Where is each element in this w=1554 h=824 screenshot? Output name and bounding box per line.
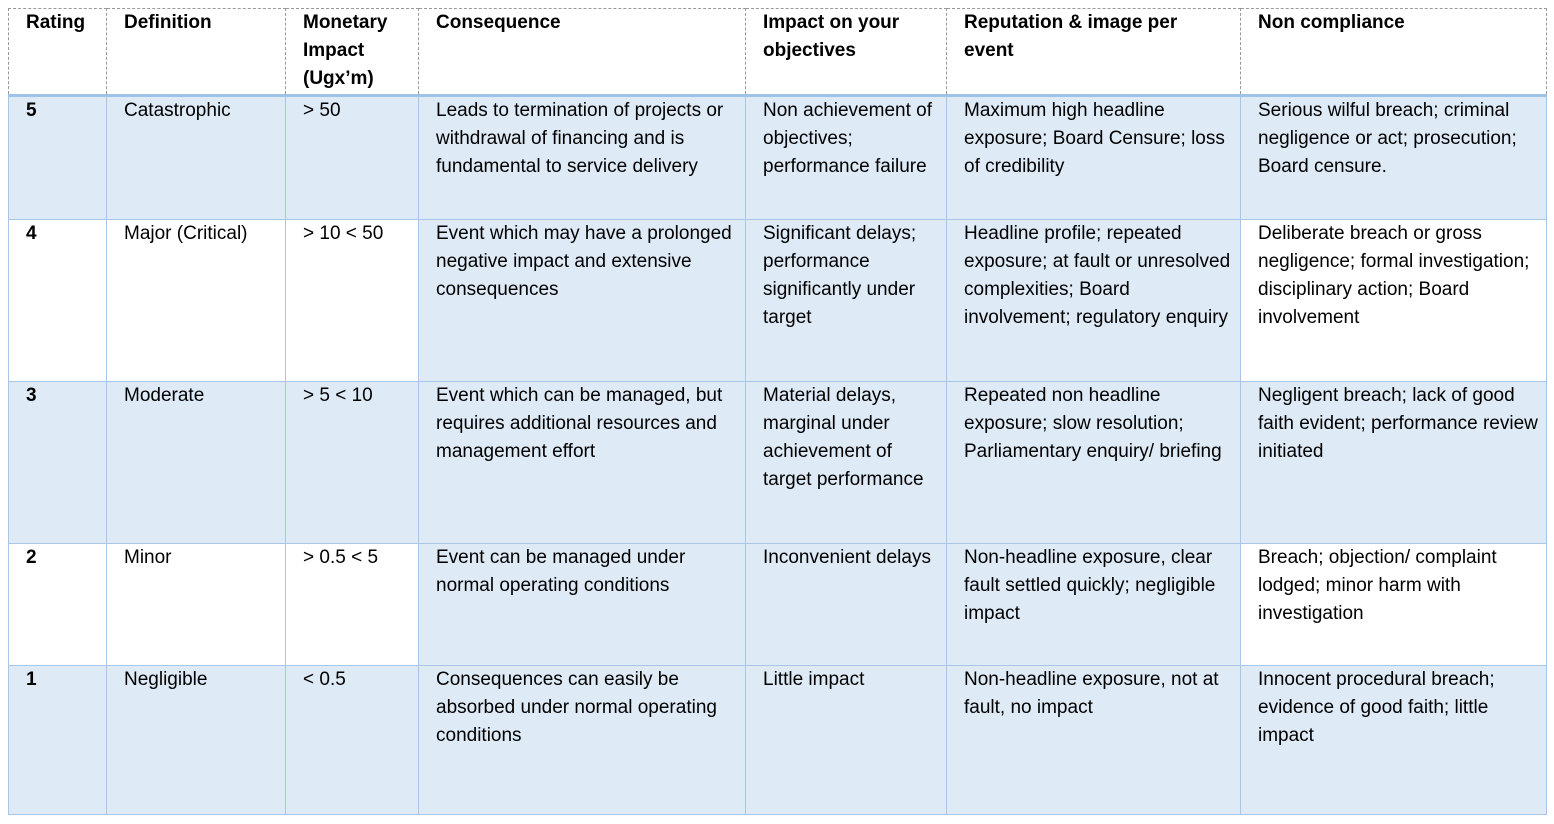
header-cell: Impact on your objectives	[745, 8, 947, 97]
table-row: 1 Negligible < 0.5 Consequences can easily …	[8, 665, 1547, 815]
table-cell: Consequences can easily be absorbed unde…	[418, 665, 746, 815]
table-cell: Non achievement of objectives; performan…	[745, 95, 947, 220]
table-cell: < 0.5	[285, 665, 419, 815]
table-cell: Inconvenient delays	[745, 543, 947, 666]
table-cell: Repeated non headline exposure; slow res…	[946, 381, 1241, 544]
table-cell: Negligent breach; lack of good faith evi…	[1240, 381, 1547, 544]
table-cell: Negligible	[106, 665, 286, 815]
header-row: Rating Definition Monetary Impact (Ugx’m) C…	[8, 8, 1547, 97]
table-cell: > 50	[285, 95, 419, 220]
table-cell: Material delays, marginal under achievem…	[745, 381, 947, 544]
rating-cell: 1	[8, 665, 107, 815]
header-cell: Non compliance	[1240, 8, 1547, 97]
table-cell: Leads to termination of projects or with…	[418, 95, 746, 220]
table-body: 5 Catastrophic > 50 Leads to termination of…	[8, 95, 1547, 815]
header-cell: Consequence	[418, 8, 746, 97]
table-cell: Major (Critical)	[106, 219, 286, 382]
table-cell: Minor	[106, 543, 286, 666]
rating-cell: 4	[8, 219, 107, 382]
table-row: 4 Major (Critical) > 10 < 50 Event which ma…	[8, 219, 1547, 382]
table-cell: Little impact	[745, 665, 947, 815]
header-cell: Reputation & image per event	[946, 8, 1241, 97]
table-cell: > 5 < 10	[285, 381, 419, 544]
table-cell: Catastrophic	[106, 95, 286, 220]
header-cell: Definition	[106, 8, 286, 97]
header-cell: Monetary Impact (Ugx’m)	[285, 8, 419, 97]
table-cell: Breach; objection/ complaint lodged; min…	[1240, 543, 1547, 666]
risk-table: Rating Definition Monetary Impact (Ugx’m) C…	[8, 8, 1547, 815]
table-cell: Maximum high headline exposure; Board Ce…	[946, 95, 1241, 220]
table-cell: Event can be managed under normal operat…	[418, 543, 746, 666]
table-cell: > 0.5 < 5	[285, 543, 419, 666]
table-cell: Innocent procedural breach; evidence of …	[1240, 665, 1547, 815]
rating-cell: 2	[8, 543, 107, 666]
table-cell: Non-headline exposure, clear fault settl…	[946, 543, 1241, 666]
table-row: 2 Minor > 0.5 < 5 Event can be managed unde…	[8, 543, 1547, 666]
rating-cell: 5	[8, 95, 107, 220]
header-cell: Rating	[8, 8, 107, 97]
table-cell: > 10 < 50	[285, 219, 419, 382]
table-row: 5 Catastrophic > 50 Leads to termination of…	[8, 95, 1547, 220]
table-cell: Headline profile; repeated exposure; at …	[946, 219, 1241, 382]
table-cell: Moderate	[106, 381, 286, 544]
table-cell: Significant delays; performance signific…	[745, 219, 947, 382]
rating-cell: 3	[8, 381, 107, 544]
table-cell: Serious wilful breach; criminal negligen…	[1240, 95, 1547, 220]
table-row: 3 Moderate > 5 < 10 Event which can be mana…	[8, 381, 1547, 544]
table-cell: Event which may have a prolonged negativ…	[418, 219, 746, 382]
table-cell: Non-headline exposure, not at fault, no …	[946, 665, 1241, 815]
table-cell: Event which can be managed, but requires…	[418, 381, 746, 544]
table-cell: Deliberate breach or gross negligence; f…	[1240, 219, 1547, 382]
